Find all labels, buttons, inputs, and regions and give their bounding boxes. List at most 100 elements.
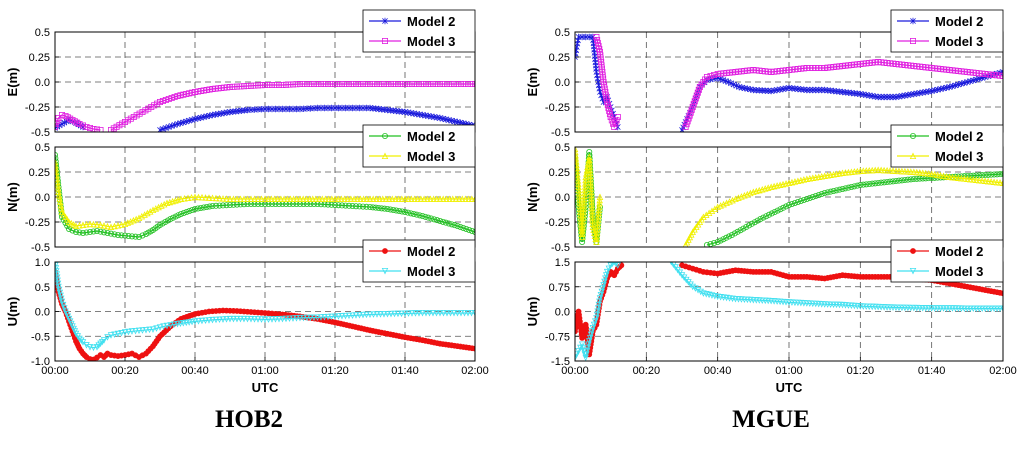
data-point bbox=[598, 62, 605, 69]
data-point bbox=[999, 305, 1003, 313]
y-tick-label: -0.25 bbox=[545, 217, 570, 229]
data-point bbox=[451, 222, 458, 229]
data-point bbox=[464, 309, 472, 317]
data-point bbox=[1000, 290, 1003, 297]
data-point bbox=[370, 81, 377, 88]
data-point bbox=[587, 191, 595, 199]
data-point bbox=[93, 221, 101, 228]
data-point bbox=[384, 310, 391, 318]
data-point bbox=[433, 309, 440, 317]
data-point bbox=[135, 233, 142, 240]
legend-hob2-u: Model 2 Model 3 bbox=[362, 239, 476, 283]
data-point bbox=[589, 217, 596, 224]
data-point bbox=[780, 204, 787, 211]
data-point bbox=[575, 180, 582, 187]
data-point bbox=[345, 81, 352, 88]
y-tick-label: -1.5 bbox=[551, 356, 570, 368]
data-point bbox=[597, 52, 604, 59]
data-point bbox=[726, 233, 733, 240]
data-point bbox=[342, 312, 349, 320]
data-point bbox=[59, 112, 66, 119]
data-point bbox=[356, 203, 363, 210]
data-point bbox=[275, 82, 282, 89]
data-point bbox=[66, 225, 73, 232]
data-point bbox=[244, 83, 251, 90]
data-point bbox=[345, 312, 353, 320]
data-point bbox=[586, 169, 594, 176]
data-point bbox=[373, 311, 381, 318]
data-point bbox=[359, 81, 366, 88]
data-point bbox=[417, 195, 425, 203]
data-point bbox=[612, 120, 619, 127]
data-point bbox=[907, 168, 915, 175]
data-point bbox=[1000, 171, 1003, 177]
data-point bbox=[454, 309, 461, 317]
data-point bbox=[289, 81, 296, 88]
y-tick-label: 0.0 bbox=[555, 192, 570, 204]
data-point bbox=[880, 166, 888, 174]
data-point bbox=[274, 195, 281, 203]
plot-area bbox=[575, 33, 1003, 132]
data-point bbox=[363, 195, 371, 203]
data-point bbox=[352, 203, 359, 210]
data-point bbox=[440, 81, 447, 88]
data-point bbox=[268, 316, 276, 323]
data-point bbox=[465, 195, 472, 203]
data-point bbox=[90, 344, 97, 352]
data-point bbox=[430, 195, 437, 203]
data-point bbox=[76, 229, 83, 236]
x-tick-label: 01:00 bbox=[775, 365, 803, 377]
data-point bbox=[576, 205, 584, 212]
data-point bbox=[104, 334, 111, 341]
y-tick-label: -0.5 bbox=[31, 331, 50, 343]
data-point bbox=[985, 171, 992, 178]
data-point bbox=[202, 317, 209, 325]
data-point bbox=[970, 172, 977, 179]
data-point bbox=[748, 220, 755, 227]
data-point bbox=[996, 179, 1003, 186]
data-point bbox=[100, 222, 108, 229]
series-model-3 bbox=[575, 147, 1003, 247]
legend-box bbox=[890, 124, 1004, 168]
data-point bbox=[205, 194, 213, 201]
data-point bbox=[598, 59, 605, 66]
data-point bbox=[955, 174, 962, 182]
data-point bbox=[575, 177, 582, 184]
data-point bbox=[916, 169, 924, 176]
data-point bbox=[104, 222, 111, 230]
data-point bbox=[265, 316, 272, 323]
data-point bbox=[128, 328, 136, 335]
legend-entry: Model 3 bbox=[897, 264, 983, 279]
legend-entry: Model 2 bbox=[369, 244, 455, 259]
data-point bbox=[833, 187, 840, 194]
data-point bbox=[398, 81, 405, 88]
data-point bbox=[714, 238, 721, 245]
data-point bbox=[76, 222, 83, 229]
data-point bbox=[247, 82, 254, 89]
data-point bbox=[369, 195, 377, 203]
plot-area bbox=[575, 262, 1003, 361]
y-tick-label: -0.25 bbox=[545, 102, 570, 114]
ylabel-mgue-u: U(m) bbox=[525, 297, 540, 327]
data-point bbox=[328, 195, 336, 203]
legend-mgue-n: Model 2 Model 3 bbox=[890, 124, 1004, 168]
data-point bbox=[107, 332, 115, 339]
data-point bbox=[414, 195, 421, 203]
legend-mgue-e: Model 2 Model 3 bbox=[890, 9, 1004, 53]
data-point bbox=[579, 344, 587, 352]
legend-label: Model 2 bbox=[407, 129, 455, 144]
data-point bbox=[919, 169, 926, 177]
data-point bbox=[83, 229, 90, 236]
data-point bbox=[296, 81, 303, 88]
data-point bbox=[387, 310, 395, 318]
data-point bbox=[940, 172, 947, 180]
data-point bbox=[613, 262, 619, 268]
data-point bbox=[83, 221, 90, 228]
x-tick-label: 00:00 bbox=[41, 365, 69, 377]
data-point bbox=[436, 309, 444, 317]
data-point bbox=[59, 301, 67, 309]
data-point bbox=[90, 220, 97, 228]
data-point bbox=[408, 310, 416, 317]
data-point bbox=[310, 314, 318, 322]
data-point bbox=[223, 195, 230, 202]
